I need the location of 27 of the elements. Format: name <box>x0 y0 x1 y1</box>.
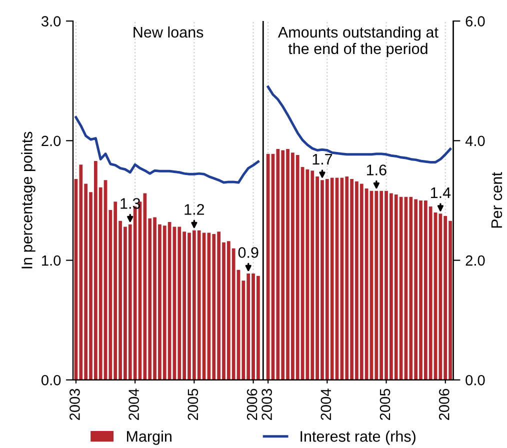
y2-tick-label: 0.0 <box>466 375 485 386</box>
y-tick-label: 0.0 <box>42 375 61 386</box>
x-tick-label: 2004 <box>320 388 332 420</box>
y-tick-label: 1.0 <box>42 255 61 266</box>
annotation: New loans <box>134 26 204 38</box>
x-tick-label: 2004 <box>128 388 139 420</box>
data-label: 1.7 <box>312 154 332 164</box>
x-tick-label: 2005 <box>188 388 198 420</box>
y2-tick-label: 4.0 <box>465 136 485 146</box>
data-label: 1.2 <box>184 204 204 215</box>
data-label: 1.6 <box>366 164 386 176</box>
x-tick-label: 2006 <box>246 388 258 420</box>
x-tick-label: 2006 <box>438 388 450 420</box>
y2-tick-label: 2.0 <box>466 255 485 266</box>
y-tick-label: 2.0 <box>42 136 61 146</box>
y-axis-title: In percentage points <box>21 132 36 268</box>
data-label: 1.4 <box>431 187 451 198</box>
annotation: Amounts outstanding at the end of the period <box>278 26 438 58</box>
y2-axis-title: Per cent <box>491 172 502 228</box>
x-tick-label: 2005 <box>380 388 390 420</box>
legend-label: Interest rate (rhs) <box>300 430 416 445</box>
y2-tick-label: 6.0 <box>466 16 485 26</box>
data-label: 0.9 <box>238 247 258 258</box>
x-tick-label: 2003 <box>70 388 80 420</box>
x-tick-label: 2003 <box>262 388 272 420</box>
y-tick-label: 3.0 <box>41 16 61 26</box>
legend-label: Margin <box>126 430 172 445</box>
